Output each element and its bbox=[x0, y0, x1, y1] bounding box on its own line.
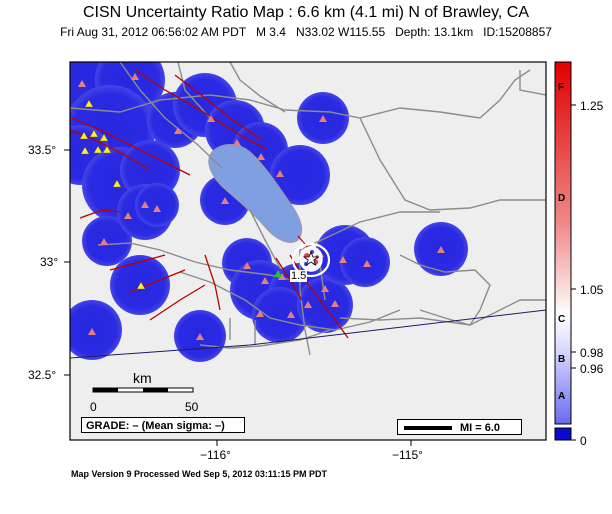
cb-grade-f: F bbox=[558, 82, 565, 93]
station-green bbox=[274, 270, 282, 277]
lat-label-33-5: 33.5° bbox=[28, 143, 57, 157]
event-subtitle: Fri Aug 31, 2012 06:56:02 AM PDT M 3.4 N… bbox=[60, 25, 552, 39]
salton-sea bbox=[208, 144, 303, 243]
cb-value-0-96: 0.96 bbox=[580, 362, 604, 376]
grade-box: GRADE: – (Mean sigma: –) bbox=[81, 417, 245, 433]
fault-lines bbox=[70, 69, 349, 339]
cb-grade-a: A bbox=[558, 391, 566, 402]
cb-grade-c: C bbox=[558, 314, 566, 325]
colorbar bbox=[554, 61, 576, 441]
footer-version: Map Version 9 Processed Wed Sep 5, 2012 … bbox=[71, 469, 327, 479]
mi-bar bbox=[404, 426, 452, 430]
mi-text: MI = 6.0 bbox=[460, 422, 501, 434]
scale-left: 0 bbox=[90, 400, 97, 414]
lon-label-116: −116° bbox=[200, 448, 231, 462]
map-title: CISN Uncertainty Ratio Map : 6.6 km (4.1… bbox=[82, 4, 530, 21]
contour-label-3: 3 bbox=[298, 240, 305, 252]
contour-label-1-5: 1.5 bbox=[290, 270, 308, 282]
cb-grade-d: D bbox=[558, 193, 566, 204]
axis-ticks bbox=[64, 149, 412, 446]
border-line bbox=[70, 309, 546, 359]
lon-label-115: −115° bbox=[392, 448, 423, 462]
cb-value-0-98: 0.98 bbox=[580, 346, 604, 360]
stations-yellow bbox=[79, 99, 146, 290]
roads bbox=[70, 62, 546, 356]
epicenter-star-icon bbox=[302, 250, 320, 266]
cb-value-1-25: 1.25 bbox=[580, 99, 604, 113]
scale-bar bbox=[92, 387, 194, 393]
mi-legend: MI = 6.0 bbox=[397, 419, 522, 435]
scale-right: 50 bbox=[185, 400, 199, 414]
map-border bbox=[69, 61, 547, 441]
scale-title: km bbox=[133, 370, 152, 386]
lat-label-33: 33° bbox=[40, 255, 59, 269]
cb-value-1-05: 1.05 bbox=[580, 283, 604, 297]
lat-label-32-5: 32.5° bbox=[28, 368, 57, 382]
stations-red bbox=[78, 73, 445, 340]
cb-value-0: 0 bbox=[580, 434, 587, 448]
cb-grade-b: B bbox=[558, 354, 566, 365]
